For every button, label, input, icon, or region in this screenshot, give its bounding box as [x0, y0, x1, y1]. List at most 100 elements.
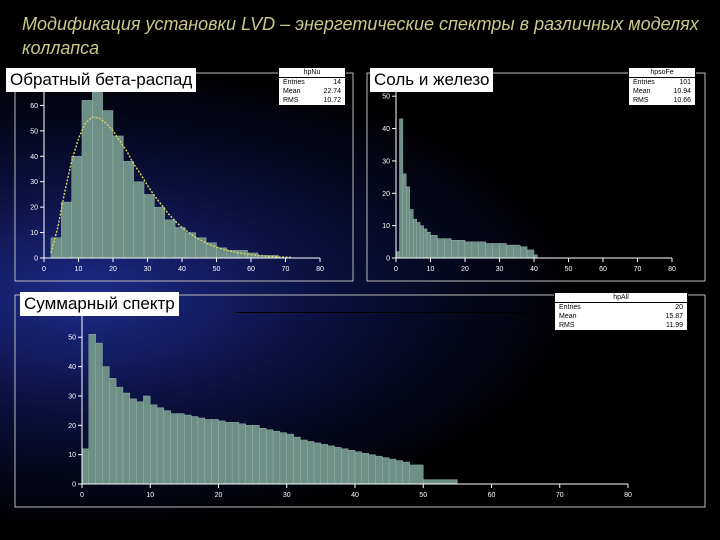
total-spectrum-title: Суммарный спектр — [20, 292, 179, 316]
x-tick-label: 0 — [394, 266, 398, 273]
histogram-bar — [499, 243, 507, 259]
histogram-bar — [423, 228, 428, 259]
histogram-bar — [190, 416, 199, 485]
stat-entries: 14 — [333, 79, 341, 86]
histogram-bar — [154, 206, 165, 259]
histogram-bar — [259, 428, 267, 485]
y-tick-label: 50 — [68, 335, 76, 342]
x-tick-label: 60 — [488, 492, 496, 499]
y-tick-label: 50 — [30, 128, 38, 135]
x-tick-label: 10 — [75, 266, 83, 273]
histogram-bar — [375, 455, 383, 485]
y-tick-label: 10 — [382, 223, 390, 230]
x-tick-label: 30 — [496, 266, 504, 273]
histogram-bar — [115, 386, 124, 485]
histogram-bar — [225, 422, 233, 485]
histogram-bar — [109, 378, 117, 485]
stat-entries-label: Entries — [559, 304, 581, 311]
histogram-bar — [81, 448, 90, 485]
histogram-bar — [402, 461, 410, 485]
histogram-bar — [426, 231, 431, 259]
stat-rms: 10.66 — [673, 97, 691, 104]
histogram-bar — [471, 241, 480, 259]
histogram-bar — [238, 423, 247, 485]
histogram-bar — [519, 246, 528, 259]
histogram-bar — [61, 201, 72, 259]
histogram-bar — [478, 241, 486, 259]
y-tick-label: 10 — [30, 230, 38, 237]
stat-entries: 101 — [679, 79, 691, 86]
x-tick-label: 50 — [419, 492, 427, 499]
histogram-bar — [123, 161, 134, 259]
histogram-bar — [413, 218, 417, 259]
x-tick-label: 20 — [109, 266, 117, 273]
histogram-bar — [293, 436, 301, 485]
x-tick-label: 60 — [599, 266, 607, 273]
histogram-bar — [164, 219, 176, 259]
histogram-bar — [245, 425, 253, 485]
stat-entries-label: Entries — [283, 79, 305, 86]
y-tick-label: 0 — [72, 482, 76, 489]
histogram-bar — [88, 334, 96, 485]
histogram-bar — [286, 433, 294, 485]
histogram-bar — [185, 232, 196, 259]
y-tick-label: 20 — [382, 191, 390, 198]
histogram-bar — [252, 425, 260, 485]
histogram-bar — [388, 458, 397, 485]
histogram-bar — [457, 239, 466, 259]
histogram-bar — [81, 100, 93, 259]
histogram-bar — [71, 156, 83, 259]
histogram-bar — [406, 186, 410, 259]
x-tick-label: 60 — [247, 266, 255, 273]
stat-entries-label: Entries — [633, 79, 655, 86]
histogram-bar — [300, 439, 308, 485]
histogram-bar — [347, 450, 356, 485]
stat-leader-3 — [236, 312, 554, 313]
histogram-bar — [402, 173, 407, 259]
stat-leader-1 — [228, 84, 278, 85]
histogram-bar — [361, 452, 369, 485]
beta-decay-title: Обратный бета-распад — [6, 68, 197, 92]
stat-mean-label: Mean — [283, 88, 301, 95]
stat-name: hpsoFe — [629, 68, 695, 78]
x-tick-label: 70 — [634, 266, 642, 273]
x-tick-label: 80 — [316, 266, 324, 273]
histogram-bar — [112, 135, 124, 259]
stat-leader-2 — [518, 84, 628, 85]
y-tick-label: 40 — [30, 154, 38, 161]
histogram-bar — [95, 342, 103, 485]
histogram-bar — [485, 243, 493, 259]
histogram-bar — [204, 419, 212, 485]
histogram-bar — [437, 238, 445, 259]
histogram-bar — [395, 460, 403, 485]
histogram-bar — [313, 442, 322, 485]
histogram-bar — [174, 227, 186, 259]
histogram-bar — [327, 445, 335, 485]
histogram-bar — [133, 181, 145, 259]
histogram-bar — [272, 430, 281, 485]
x-tick-label: 70 — [556, 492, 564, 499]
histogram-bar — [177, 413, 185, 485]
histogram-bar — [320, 444, 328, 485]
stat-rms: 11.99 — [666, 322, 683, 329]
histogram-bar — [102, 366, 110, 485]
stat-box-beta: hpNu Entries 14 Mean 22.74 RMS 10.72 — [278, 67, 346, 106]
y-tick-label: 60 — [30, 103, 38, 110]
salt-iron-title: Соль и железо — [370, 68, 494, 92]
histogram-bar — [506, 244, 514, 259]
x-tick-label: 40 — [530, 266, 538, 273]
x-tick-label: 20 — [215, 492, 223, 499]
histogram-bar — [122, 392, 130, 485]
histogram-bar — [218, 420, 226, 485]
x-tick-label: 0 — [80, 492, 84, 499]
stat-mean-label: Mean — [633, 88, 651, 95]
histogram-bar — [143, 395, 151, 485]
x-tick-label: 40 — [178, 266, 186, 273]
y-tick-label: 50 — [382, 94, 390, 101]
histogram-bar — [279, 432, 287, 485]
y-tick-label: 0 — [34, 256, 38, 263]
histogram-bar — [430, 235, 438, 259]
histogram-bar — [526, 249, 535, 259]
histogram-bar — [307, 441, 315, 485]
